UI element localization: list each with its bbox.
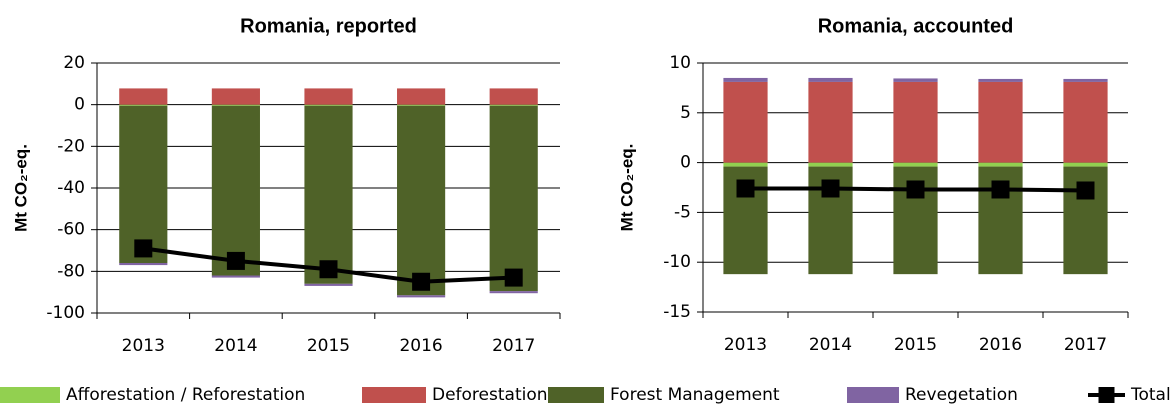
bar <box>808 81 853 163</box>
bar <box>211 105 260 276</box>
bar <box>489 105 538 292</box>
x-tick-label: 2013 <box>724 335 767 355</box>
legend-swatch <box>0 387 60 403</box>
legend-label: Afforestation / Reforestation <box>66 385 305 405</box>
total-marker <box>906 180 925 199</box>
series <box>723 166 1108 275</box>
bar <box>304 88 353 105</box>
bar <box>304 283 353 286</box>
total-marker <box>821 179 840 198</box>
series <box>119 88 538 105</box>
bar <box>489 88 538 105</box>
legend-swatch <box>847 387 899 403</box>
x-tick-label: 2014 <box>214 336 257 356</box>
y-axis-label: Mt CO₂-eq. <box>11 144 30 232</box>
legend-swatch <box>362 387 426 403</box>
y-tick-label: -5 <box>674 202 691 222</box>
bar <box>723 81 768 163</box>
legend-marker <box>1098 387 1115 403</box>
bar <box>119 104 168 106</box>
y-tick-label: -80 <box>57 261 85 281</box>
bar <box>397 88 446 105</box>
y-tick-label: -10 <box>663 252 691 272</box>
legend-label: Total <box>1130 385 1171 405</box>
bar <box>978 81 1023 163</box>
bar <box>1063 162 1108 167</box>
x-tick-label: 2017 <box>1064 335 1107 355</box>
bar <box>893 81 938 163</box>
bar <box>304 104 353 106</box>
y-tick-label: 10 <box>669 53 691 73</box>
x-tick-label: 2015 <box>894 335 937 355</box>
legend-label: Revegetation <box>905 385 1018 405</box>
bar <box>893 78 938 82</box>
y-tick-label: 5 <box>680 103 691 123</box>
x-tick-label: 2014 <box>809 335 852 355</box>
bar <box>304 105 353 284</box>
x-tick-label: 2016 <box>399 336 442 356</box>
series <box>723 162 1108 167</box>
y-tick-label: -40 <box>57 178 85 198</box>
bar <box>1063 78 1108 82</box>
total-marker <box>736 179 755 198</box>
total-marker <box>319 260 338 279</box>
chart-title: Romania, accounted <box>818 15 1014 37</box>
bar <box>808 77 853 82</box>
legend-label: Deforestation <box>432 385 548 405</box>
x-tick-label: 2016 <box>979 335 1022 355</box>
bar <box>723 77 768 82</box>
total-marker <box>991 180 1010 199</box>
bar <box>397 104 446 106</box>
series <box>119 263 538 298</box>
chart-title: Romania, reported <box>240 15 417 37</box>
bar <box>978 162 1023 167</box>
bar <box>978 78 1023 82</box>
bar <box>489 291 538 294</box>
series <box>134 239 523 291</box>
series <box>736 179 1095 200</box>
total-marker <box>134 239 153 258</box>
bar <box>211 275 260 278</box>
bar <box>211 88 260 105</box>
y-tick-label: -15 <box>663 302 691 322</box>
legend-label: Forest Management <box>610 385 780 405</box>
y-tick-label: 0 <box>74 95 85 115</box>
series <box>723 77 1108 82</box>
y-axis-label: Mt CO₂-eq. <box>617 144 636 232</box>
bar <box>119 88 168 105</box>
y-tick-label: 0 <box>680 153 691 173</box>
y-tick-label: -100 <box>46 303 85 323</box>
bar <box>119 105 168 263</box>
series <box>119 104 538 106</box>
y-tick-label: -20 <box>57 136 85 156</box>
total-marker <box>504 268 523 287</box>
y-tick-label: -60 <box>57 220 85 240</box>
bar <box>808 162 853 167</box>
total-marker <box>412 272 431 291</box>
bar <box>211 104 260 106</box>
legend-swatch <box>548 387 604 403</box>
bar <box>119 263 168 266</box>
bar <box>1063 81 1108 163</box>
bar <box>397 105 446 296</box>
y-tick-label: 20 <box>63 53 85 73</box>
x-tick-label: 2013 <box>122 336 165 356</box>
series <box>723 81 1108 163</box>
bar <box>893 162 938 167</box>
x-tick-label: 2015 <box>307 336 350 356</box>
bar <box>397 295 446 298</box>
bar <box>489 104 538 106</box>
x-tick-label: 2017 <box>492 336 535 356</box>
series <box>119 105 538 296</box>
total-marker <box>1076 181 1095 200</box>
total-marker <box>226 251 245 270</box>
bar <box>723 162 768 167</box>
